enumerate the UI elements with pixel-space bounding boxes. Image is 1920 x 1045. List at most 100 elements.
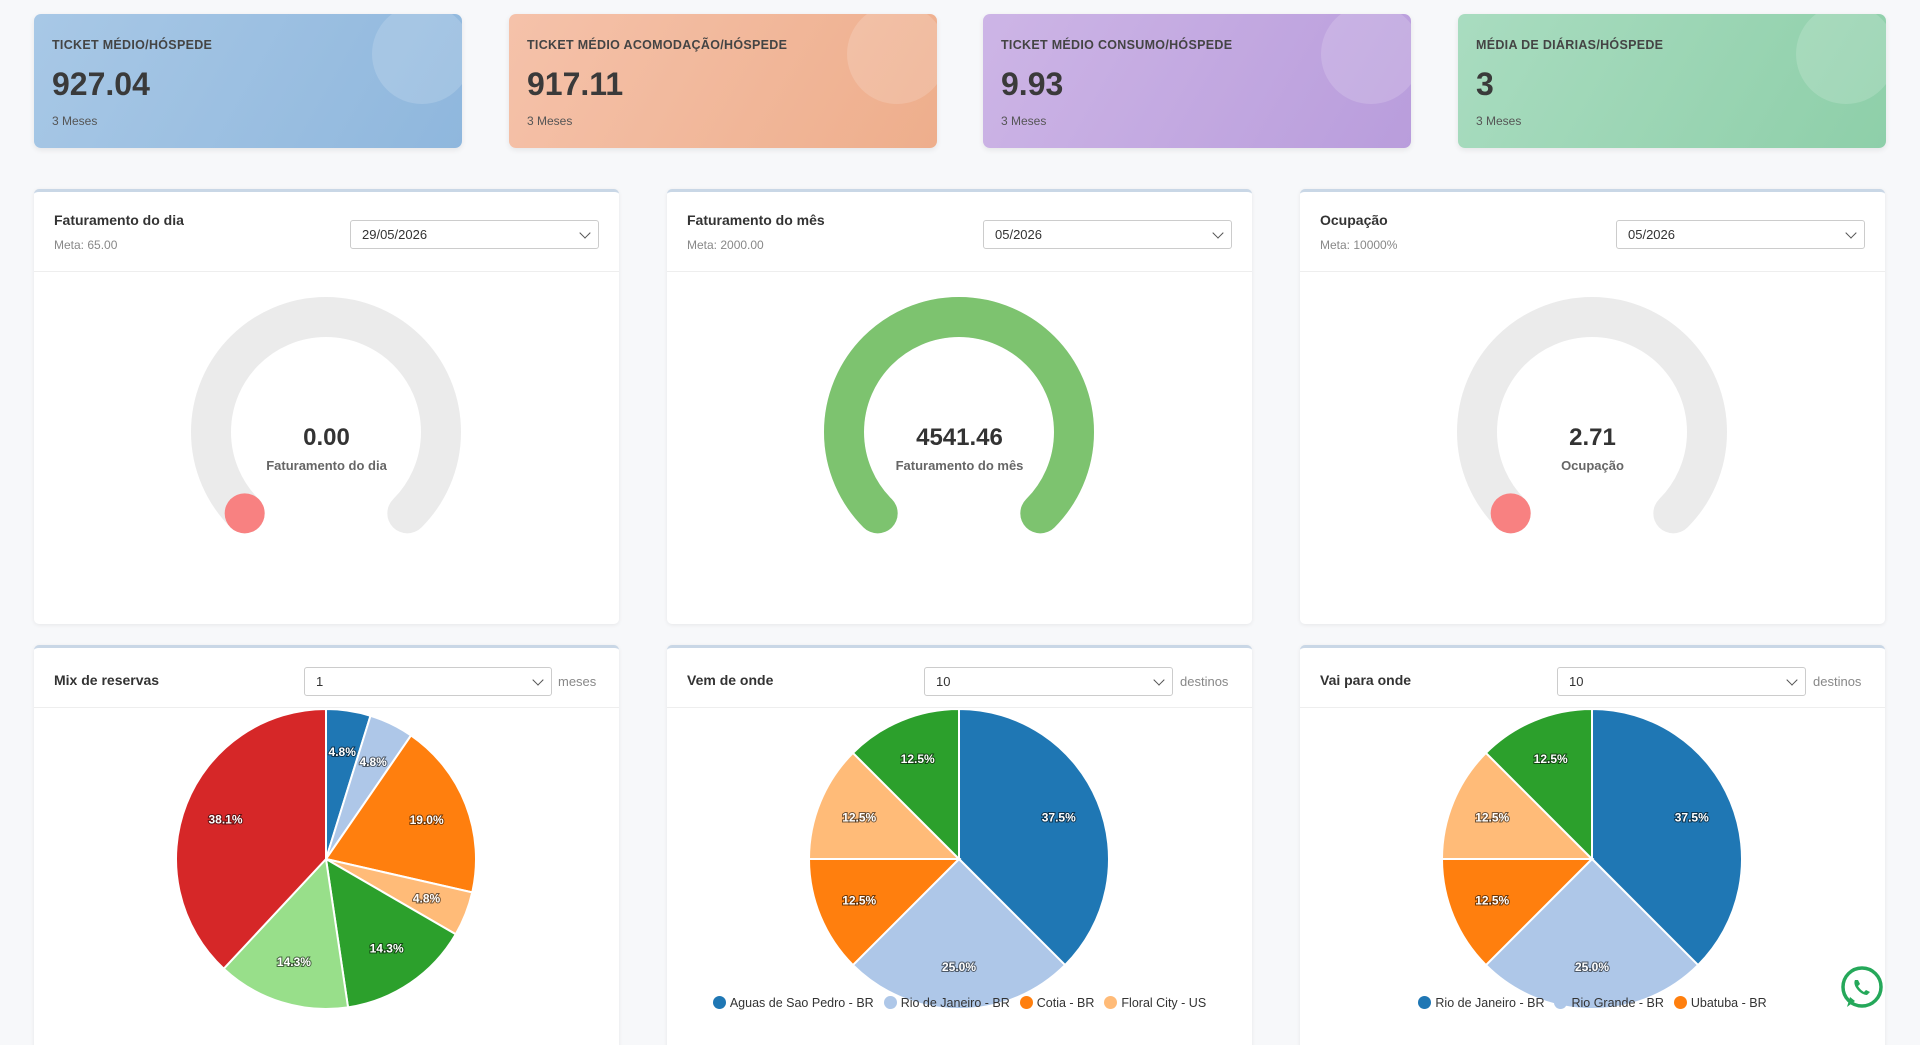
gauge-fill	[824, 297, 1094, 534]
chevron-down-icon	[532, 674, 544, 686]
kpi-card-media-diarias: MÉDIA DE DIÁRIAS/HÓSPEDE 3 3 Meses	[1458, 14, 1886, 148]
slice-label: 25.0%	[1575, 960, 1609, 974]
kpi-value: 9.93	[1001, 66, 1064, 102]
gauge-track	[1457, 297, 1727, 534]
slice-label: 25.0%	[942, 960, 976, 974]
kpi-title: MÉDIA DE DIÁRIAS/HÓSPEDE	[1476, 38, 1664, 52]
select-value: 10	[936, 674, 951, 689]
month-select[interactable]: 05/2026	[1616, 220, 1865, 249]
slice-label: 37.5%	[1675, 811, 1709, 825]
slice-label: 12.5%	[901, 752, 935, 766]
kpi-period: 3 Meses	[1476, 114, 1522, 128]
pie-slice	[1484, 857, 1700, 1010]
legend-label: Rio de Janeiro - BR	[900, 996, 1010, 1010]
gauge: 4541.46 Faturamento do mês	[667, 272, 1252, 612]
pie-slice	[1440, 858, 1595, 967]
card-title: Faturamento do mês	[687, 212, 825, 228]
gauge-chart	[824, 297, 1094, 534]
gauge-label: Ocupação	[1561, 458, 1624, 473]
legend-swatch	[712, 996, 726, 1009]
legend-item[interactable]: Rio de Janeiro - BR	[883, 996, 1010, 1010]
slice-label: 12.5%	[842, 893, 876, 907]
card-header: Vem de onde 10 destinos	[667, 648, 1252, 708]
legend-item[interactable]: Rio de Janeiro - BR	[1418, 996, 1544, 1010]
slice-label: 12.5%	[1475, 893, 1509, 907]
pie-slice	[1591, 708, 1743, 967]
legend-label: Ubatuba - BR	[1690, 996, 1767, 1010]
legend-item[interactable]: Cotia - BR	[1019, 996, 1095, 1010]
pie-card-vem-de-onde: Vem de onde 10 destinos 37.5% 25.0% 12.5% 1…	[667, 645, 1252, 1045]
whatsapp-button[interactable]	[1839, 965, 1885, 1011]
legend-item[interactable]: Ubatuba - BR	[1673, 996, 1767, 1010]
select-value: 05/2026	[995, 227, 1042, 242]
gauge-chart	[191, 297, 461, 534]
kpi-period: 3 Meses	[1001, 114, 1047, 128]
months-select[interactable]: 1	[304, 667, 552, 696]
pie-slice	[175, 708, 327, 971]
gauge-value: 2.71	[1569, 424, 1616, 451]
slice-label: 4.8%	[413, 892, 441, 906]
gauge-card-faturamento-dia: Faturamento do dia Meta: 65.00 29/05/202…	[34, 189, 619, 624]
legend-label: Aguas de Sao Pedro - BR	[729, 996, 874, 1010]
kpi-title: TICKET MÉDIO/HÓSPEDE	[52, 38, 213, 52]
date-select[interactable]: 29/05/2026	[350, 220, 599, 249]
pie-slice	[851, 708, 960, 862]
slice-label: 38.1%	[208, 812, 242, 826]
legend-swatch	[1673, 996, 1687, 1009]
legend-swatch	[1418, 996, 1432, 1009]
month-select[interactable]: 05/2026	[983, 220, 1232, 249]
card-meta: Meta: 65.00	[54, 238, 118, 252]
kpi-title: TICKET MÉDIO ACOMODAÇÃO/HÓSPEDE	[527, 38, 788, 52]
slice-label: 19.0%	[410, 813, 444, 827]
pie-chart: 37.5% 25.0% 12.5% 12.5% 12.5%	[1440, 708, 1743, 1010]
chevron-down-icon	[1786, 674, 1798, 686]
pie-card-vai-para-onde: Vai para onde 10 destinos 37.5% 25.0% 12.5…	[1300, 645, 1885, 1045]
gauge-fill	[224, 493, 265, 534]
kpi-card-ticket-medio: TICKET MÉDIO/HÓSPEDE 927.04 3 Meses	[34, 14, 462, 148]
legend-item[interactable]: Floral City - US	[1104, 996, 1206, 1010]
select-value: 10	[1569, 674, 1584, 689]
legend-item[interactable]: Aguas de Sao Pedro - BR	[712, 996, 874, 1010]
slice-label: 4.8%	[329, 745, 357, 759]
destinations-select[interactable]: 10	[924, 667, 1173, 696]
gauge-card-ocupacao: Ocupação Meta: 10000% 05/2026 2.71 Ocupa…	[1300, 189, 1885, 624]
chevron-down-icon	[1153, 674, 1165, 686]
legend-swatch	[1104, 996, 1118, 1009]
pie-slice	[958, 708, 1110, 967]
slice-label: 14.3%	[370, 941, 404, 955]
kpi-period: 3 Meses	[527, 114, 573, 128]
legend-item[interactable]: Rio Grande - BR	[1554, 996, 1664, 1010]
kpi-period: 3 Meses	[52, 114, 98, 128]
gauge-value: 0.00	[303, 424, 350, 451]
gauge-label: Faturamento do dia	[266, 458, 387, 473]
select-unit: meses	[558, 674, 597, 689]
pie-legend: Aguas de Sao Pedro - BR Rio de Janeiro - …	[667, 996, 1252, 1010]
gauge-value: 4541.46	[916, 424, 1003, 451]
select-value: 05/2026	[1628, 227, 1675, 242]
legend-label: Cotia - BR	[1036, 996, 1095, 1010]
card-title: Ocupação	[1320, 212, 1388, 228]
card-header: Faturamento do dia Meta: 65.00 29/05/202…	[34, 192, 619, 272]
card-title: Faturamento do dia	[54, 212, 184, 228]
card-header: Faturamento do mês Meta: 2000.00 05/2026	[667, 192, 1252, 272]
pie-chart: 4.8%4.8%19.0%4.8%14.3%14.3%38.1%	[175, 708, 477, 1010]
destinations-select[interactable]: 10	[1557, 667, 1806, 696]
kpi-value: 927.04	[52, 66, 150, 102]
legend-label: Rio de Janeiro - BR	[1435, 996, 1545, 1010]
chevron-down-icon	[579, 227, 591, 239]
select-value: 1	[316, 674, 324, 689]
select-unit: destinos	[1813, 674, 1862, 689]
card-title: Mix de reservas	[54, 672, 160, 688]
card-meta: Meta: 10000%	[1320, 238, 1398, 252]
slice-label: 4.8%	[359, 755, 387, 769]
gauge-track	[191, 297, 461, 534]
card-title: Vai para onde	[1320, 672, 1412, 688]
pie-chart: 37.5% 25.0% 12.5% 12.5% 12.5%	[807, 708, 1110, 1010]
gauge: 0.00 Faturamento do dia	[34, 272, 619, 612]
slice-label: 14.3%	[277, 955, 311, 969]
pie-slice	[324, 857, 458, 1009]
gauge-card-faturamento-mes: Faturamento do mês Meta: 2000.00 05/2026…	[667, 189, 1252, 624]
whatsapp-icon	[1841, 966, 1883, 1008]
pie-card-mix-reservas: Mix de reservas 1 meses 4.8% 4.8% 19.0% 4.8…	[34, 645, 619, 1045]
slice-label: 37.5%	[1042, 811, 1076, 825]
